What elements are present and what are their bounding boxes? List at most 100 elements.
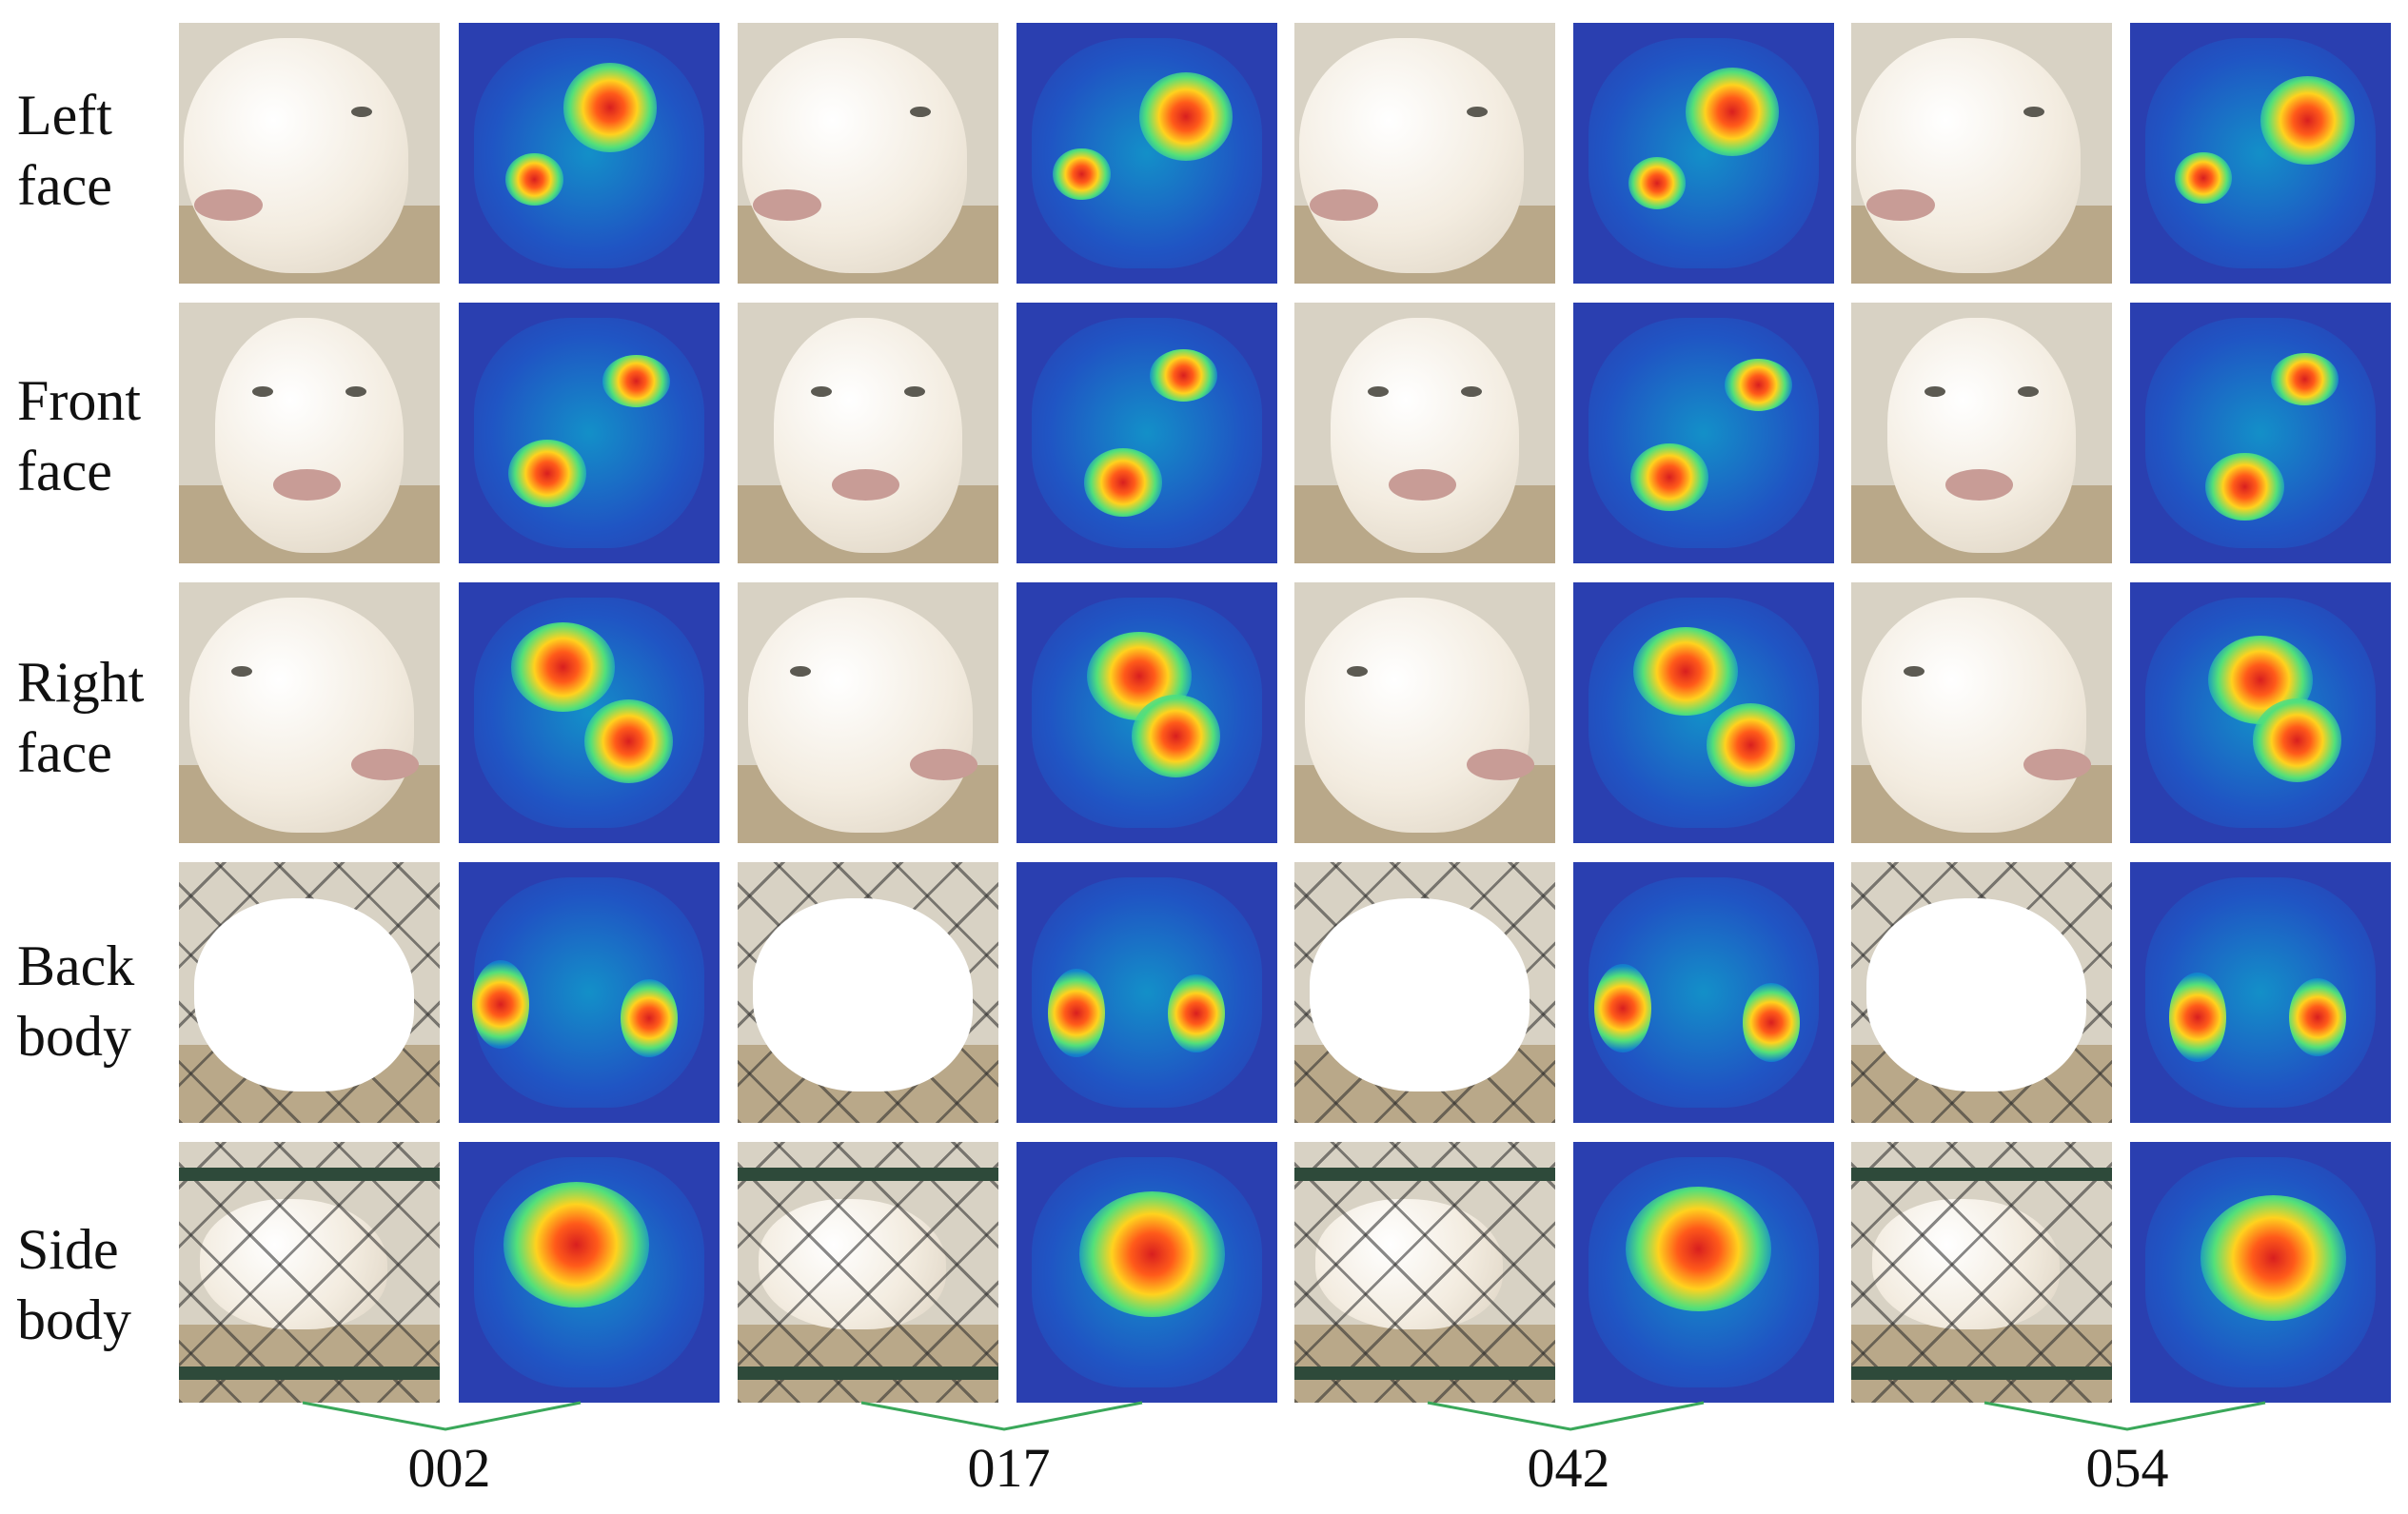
heatmap-hotspot [1724,358,1793,411]
photo-002-left-face [179,23,440,284]
goat-nose [1388,469,1456,501]
heatmap-hotspot [620,979,679,1058]
photo-017-left-face [738,23,998,284]
heatmap-hotspot [1149,349,1217,403]
photo-054-left-face [1851,23,2112,284]
bracket-group-002 [302,1401,582,1431]
goat-subject [742,38,968,274]
fence-rail [1294,1366,1555,1380]
goat-eye [1346,665,1368,677]
goat-subject [1861,598,2086,834]
goat-nose [909,749,978,781]
heatmap-002-front-face [459,303,720,563]
goat-eye [345,385,367,397]
heatmap-054-side-body [2130,1142,2391,1403]
heatmap-hotspot [1593,963,1652,1053]
heatmap-hotspot [510,622,616,712]
heatmap-hotspot [2174,151,2232,205]
heatmap-hotspot [563,63,658,152]
fence-rail [1851,1168,2112,1182]
goat-eye [904,385,926,397]
heatmap-hotspot [1167,973,1226,1052]
heatmap-hotspot [505,153,563,206]
photo-002-back-body [179,862,440,1123]
heatmap-hotspot [1138,72,1234,162]
heatmap-hotspot [1685,67,1780,156]
photo-042-side-body [1294,1142,1555,1403]
heatmap-hotspot [1078,1191,1226,1317]
fence-rail [738,1366,998,1380]
goat-nose [831,469,899,501]
heatmap-017-front-face [1016,303,1277,563]
photo-002-side-body [179,1142,440,1403]
row-label-left-face: Left face [17,84,112,217]
photo-042-front-face [1294,303,1555,563]
fence-rail [1851,1366,2112,1380]
heatmap-hotspot [2270,353,2339,406]
goat-subject [747,598,973,834]
heatmap-hotspot [2252,698,2341,782]
goat-eye [350,106,372,117]
group-label-017: 017 [967,1437,1051,1499]
heatmap-hotspot [1706,703,1795,788]
heatmap-hotspot [1743,983,1801,1062]
fence-rail [179,1168,440,1182]
goat-eye [1903,665,1924,677]
heatmap-042-front-face [1573,303,1834,563]
goat-eye [1466,106,1488,117]
goat-subject [1299,38,1525,274]
goat-eye [2023,106,2044,117]
goat-nose [350,749,420,781]
fence-rail [179,1366,440,1380]
photo-054-back-body [1851,862,2112,1123]
heatmap-042-right-face [1573,582,1834,843]
group-label-054: 054 [2085,1437,2169,1499]
goat-nose [1866,189,1935,222]
photo-054-right-face [1851,582,2112,843]
goat-subject [1866,898,2086,1092]
goat-subject [1331,318,1519,554]
goat-subject [1887,318,2076,554]
heatmap-hotspot [1625,1186,1772,1312]
photo-042-right-face [1294,582,1555,843]
goat-eye [2018,385,2040,397]
heatmap-hotspot [2289,977,2347,1057]
goat-subject [188,598,414,834]
group-label-002: 002 [407,1437,491,1499]
wire-fence [738,1142,998,1403]
heatmap-hotspot [1628,157,1686,209]
heatmap-002-side-body [459,1142,720,1403]
heatmap-054-left-face [2130,23,2391,284]
photo-042-left-face [1294,23,1555,284]
goat-eye [789,665,811,677]
goat-subject [774,318,962,554]
goat-subject [1304,598,1530,834]
goat-eye [251,385,273,397]
heatmap-hotspot [503,1182,650,1308]
goat-nose [1944,469,2013,501]
heatmap-002-back-body [459,862,720,1123]
wire-fence [1851,1142,2112,1403]
heatmap-042-side-body [1573,1142,1834,1403]
goat-nose [1310,189,1378,222]
heatmap-hotspot [1633,626,1738,716]
photo-002-front-face [179,303,440,563]
photo-017-side-body [738,1142,998,1403]
goat-subject [184,38,409,274]
row-label-front-face: Front face [17,369,142,502]
goat-nose [194,189,263,222]
heatmap-hotspot [602,354,670,407]
goat-eye [1461,385,1483,397]
photo-054-front-face [1851,303,2112,563]
heatmap-002-left-face [459,23,720,284]
goat-subject [753,898,973,1092]
bracket-group-054 [1984,1401,2266,1431]
heatmap-hotspot [1084,448,1163,517]
fence-rail [738,1168,998,1182]
heatmap-054-right-face [2130,582,2391,843]
row-label-back-body: Back body [17,934,135,1068]
heatmap-hotspot [508,439,587,508]
bracket-group-042 [1427,1401,1705,1431]
heatmap-hotspot [1053,147,1111,201]
